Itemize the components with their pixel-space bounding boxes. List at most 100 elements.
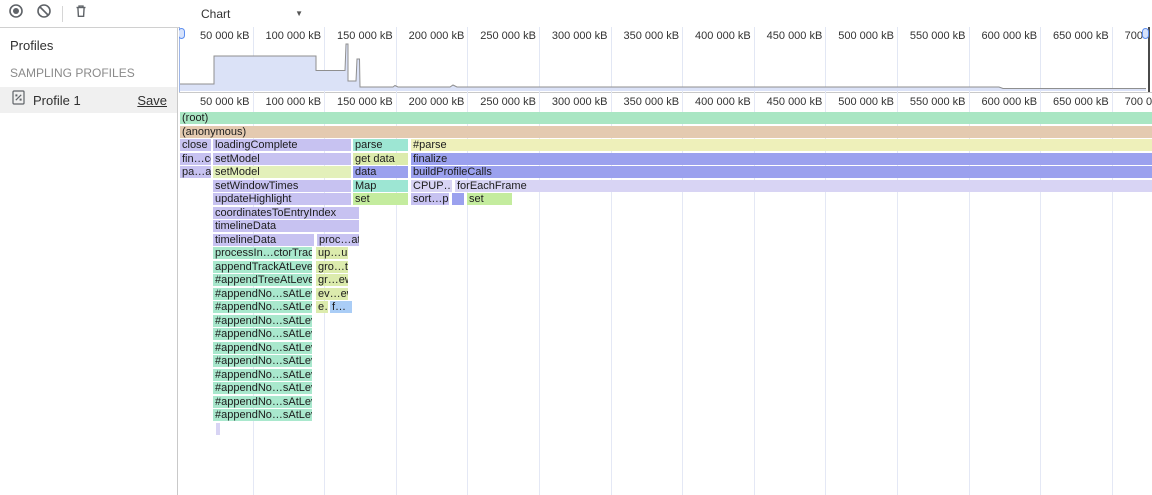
profile-name: Profile 1	[33, 92, 81, 108]
gridline	[1040, 92, 1042, 495]
flame-bar[interactable]: parse	[353, 139, 408, 151]
ruler-tick-label: 200 000 kB	[408, 96, 465, 108]
view-mode-label: Chart	[201, 6, 231, 21]
flame-bar[interactable]: sort…ples	[411, 193, 449, 205]
ruler-tick-label: 500 000 kB	[838, 96, 894, 108]
trash-icon	[73, 3, 89, 24]
flame-bar[interactable]: CPUP…del	[411, 179, 452, 192]
flame-bar[interactable]: setWindowTimes	[213, 179, 351, 192]
flame-bar[interactable]: finalize	[411, 152, 1152, 165]
overview-tick-label: 50 000 kB	[199, 30, 250, 41]
ruler-tick-label: 50 000 kB	[199, 96, 250, 108]
flame-bar[interactable]: appendTrackAtLevel	[213, 260, 312, 273]
overview-tick-label: 450 000 kB	[766, 30, 823, 41]
overview-tick-label: 100 000 kB	[265, 30, 322, 41]
overview-tick-label: 250 000 kB	[480, 30, 536, 41]
overview-tick-label: 150 000 kB	[337, 30, 393, 41]
flame-bar[interactable]: buildProfileCalls	[411, 166, 1152, 178]
view-mode-select[interactable]: Chart ▼	[197, 3, 307, 25]
overview-tick-label: 500 000 kB	[838, 30, 894, 41]
overview-tick-label: 600 000 kB	[981, 30, 1038, 41]
flame-bar[interactable]	[216, 422, 220, 435]
flame-bar[interactable]	[452, 193, 464, 205]
flame-bar[interactable]: setModel	[213, 152, 351, 165]
flame-bar[interactable]: e…	[316, 301, 328, 313]
overview-area-fill	[180, 44, 1146, 91]
flame-bar[interactable]: processIn…ctorTrace	[213, 247, 312, 259]
flame-bar[interactable]: data	[353, 166, 408, 178]
gridline	[610, 27, 612, 92]
flame-bar[interactable]: #appendNo…sAtLevel	[213, 409, 312, 421]
range-right-line[interactable]	[1148, 27, 1150, 92]
gridline	[825, 27, 827, 92]
flame-bar[interactable]: #appendNo…sAtLevel	[213, 368, 312, 381]
gridline	[467, 27, 469, 92]
flame-bar[interactable]: coordinatesToEntryIndex	[213, 206, 359, 219]
flame-bar[interactable]: close	[180, 139, 211, 151]
flame-bar[interactable]: #appendNo…sAtLevel	[213, 328, 312, 340]
overview-area-stroke	[180, 43, 1146, 89]
flame-bar[interactable]: pa…at	[180, 166, 211, 178]
flame-bar[interactable]: f…	[330, 301, 352, 313]
profile-document-icon	[12, 90, 25, 110]
flame-bar[interactable]: up…up	[316, 247, 348, 259]
ruler-tick-label: 600 000 kB	[981, 96, 1038, 108]
ruler-tick-label: 350 000 kB	[623, 96, 680, 108]
overview-tick-label: 650 000 kB	[1053, 30, 1109, 41]
profiler-toolbar: Chart ▼	[0, 0, 1152, 28]
gridline	[896, 92, 898, 495]
save-profile-link[interactable]: Save	[137, 92, 167, 108]
ruler-tick-label: 150 000 kB	[337, 96, 393, 108]
range-right-grip[interactable]	[1142, 28, 1149, 39]
record-button[interactable]	[4, 2, 28, 26]
flame-bar[interactable]: updateHighlight	[213, 193, 351, 205]
flame-bar[interactable]: #appendNo…sAtLevel	[213, 314, 312, 327]
flame-bar[interactable]: timelineData	[213, 220, 359, 232]
flame-bar[interactable]: timelineData	[213, 233, 314, 246]
ruler-tick-label: 400 000 kB	[695, 96, 751, 108]
clear-button[interactable]	[32, 2, 56, 26]
flame-bar[interactable]: fin…ce	[180, 152, 211, 165]
flame-bar[interactable]: (root)	[180, 112, 1152, 124]
flame-bar[interactable]: #appendNo…sAtLevel	[213, 301, 312, 313]
flame-bar[interactable]: gr…ew	[316, 274, 348, 286]
flame-bar[interactable]: #appendNo…sAtLevel	[213, 355, 312, 367]
gridline	[753, 27, 755, 92]
flame-bar[interactable]: get data	[353, 152, 408, 165]
sidebar-item-profile-1[interactable]: Profile 1 Save	[0, 87, 177, 113]
flame-bar[interactable]: forEachFrame	[455, 179, 1152, 192]
overview-tick-label: 200 000 kB	[408, 30, 465, 41]
flame-bar[interactable]: gro…ts	[316, 260, 348, 273]
flame-bar[interactable]: #appendNo…sAtLevel	[213, 287, 312, 300]
flame-bar[interactable]: #appendNo…sAtLevel	[213, 395, 312, 408]
range-left-grip[interactable]	[179, 28, 185, 39]
clear-icon	[36, 3, 52, 24]
ruler-tick-label: 450 000 kB	[766, 96, 823, 108]
flame-chart[interactable]: (root) (anonymous) close loadingComplete par…	[179, 111, 1152, 495]
gridline	[538, 92, 540, 495]
flame-bar[interactable]: loadingComplete	[213, 139, 351, 151]
flame-bar[interactable]: set	[353, 193, 408, 205]
flame-bar[interactable]: set	[467, 193, 512, 205]
flame-bar[interactable]: ev…ew	[316, 287, 348, 300]
flame-bar[interactable]: #appendNo…sAtLevel	[213, 382, 312, 394]
delete-profile-button[interactable]	[69, 2, 93, 26]
flame-bar[interactable]: setModel	[213, 166, 351, 178]
gridline	[753, 92, 755, 495]
memory-overview-pane[interactable]: 50 000 kB 100 000 kB 150 000 kB 200 000 kB 2…	[179, 27, 1152, 93]
range-left-line[interactable]	[179, 27, 180, 92]
gridline	[467, 92, 469, 495]
flame-bar[interactable]: (anonymous)	[180, 125, 1152, 138]
flame-bar[interactable]: #parse	[411, 139, 1152, 151]
flame-bar[interactable]: proc…ata	[317, 233, 359, 246]
gridline	[538, 27, 540, 92]
flame-bar[interactable]: Map	[353, 179, 408, 192]
flame-bar[interactable]: #appendNo…sAtLevel	[213, 341, 312, 354]
flame-bar[interactable]: #appendTreeAtLevel	[213, 274, 312, 286]
ruler-tick-label: 700 000 kB	[1124, 96, 1152, 108]
overview-tick-label: 350 000 kB	[623, 30, 680, 41]
overview-tick-label: 700 000 kB	[1124, 30, 1146, 41]
ruler-tick-label: 100 000 kB	[265, 96, 322, 108]
overview-tick-label: 300 000 kB	[551, 30, 608, 41]
